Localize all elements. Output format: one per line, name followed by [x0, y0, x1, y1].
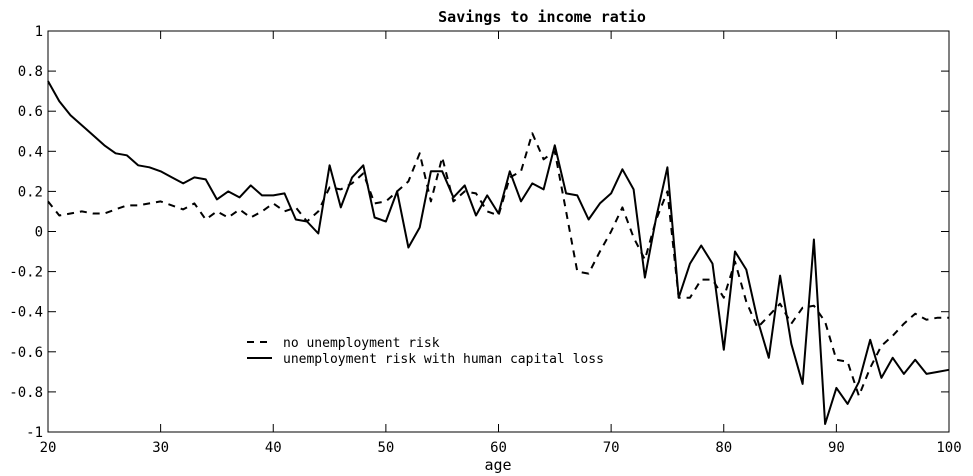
x-axis-label: age: [484, 456, 511, 474]
x-tick-labels: 20 30 40 50 60 70 80 90 100: [40, 440, 962, 456]
plot-frame: [47, 30, 950, 433]
x-tick-label: 80: [715, 440, 732, 456]
x-tick-label: 100: [936, 440, 961, 456]
series-line-unemployment-risk-human-capital-loss: [47, 80, 950, 425]
x-tick-label: 60: [490, 440, 507, 456]
y-tick-label: 0: [35, 225, 43, 241]
y-tick-label: 0.2: [18, 184, 43, 200]
series-line-no-unemployment-risk: [47, 132, 949, 397]
y-tick-label: 1: [35, 24, 43, 40]
legend: no unemployment risk unemployment risk w…: [247, 336, 604, 367]
y-tick-label: 0.8: [18, 64, 43, 80]
tick-marks: [47, 30, 950, 433]
x-tick-label: 40: [265, 440, 282, 456]
x-tick-label: 90: [828, 440, 845, 456]
y-tick-label: -0.6: [9, 345, 43, 361]
y-tick-label: -1: [26, 425, 43, 441]
y-tick-label: 0.6: [18, 104, 43, 120]
y-tick-labels: 1 0.8 0.6 0.4 0.2 0 -0.2 -0.4 -0.6 -0.8 -1: [9, 24, 43, 441]
y-tick-label: -0.2: [9, 265, 43, 281]
legend-label-no-unemployment-risk: no unemployment risk: [283, 336, 440, 351]
chart-title: Savings to income ratio: [438, 8, 646, 26]
data-lines: [47, 80, 950, 425]
y-tick-label: 0.4: [18, 144, 43, 160]
y-tick-label: -0.8: [9, 385, 43, 401]
x-tick-label: 20: [40, 440, 57, 456]
y-tick-label: -0.4: [9, 305, 43, 321]
x-tick-label: 50: [377, 440, 394, 456]
x-tick-label: 70: [603, 440, 620, 456]
x-tick-label: 30: [152, 440, 169, 456]
legend-label-unemployment-risk: unemployment risk with human capital los…: [283, 352, 604, 367]
